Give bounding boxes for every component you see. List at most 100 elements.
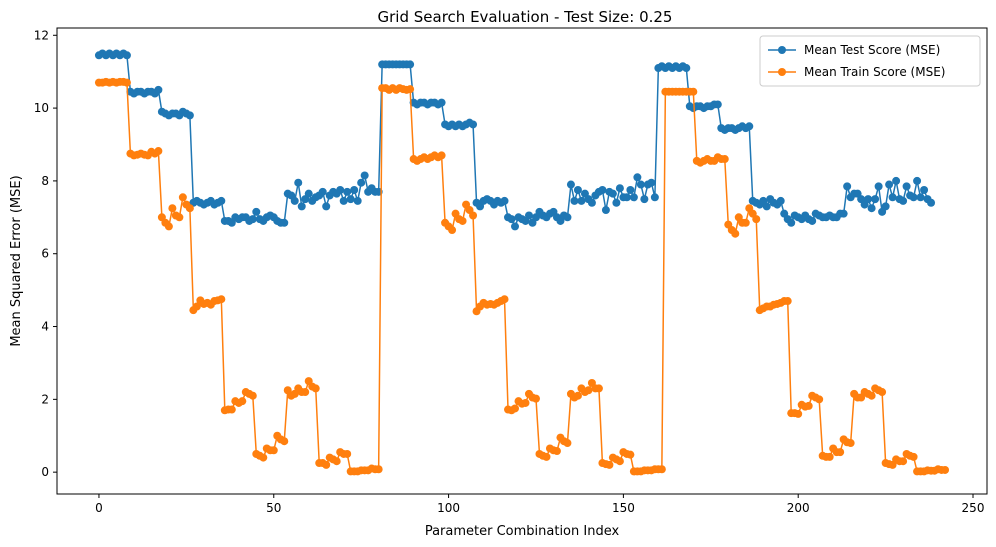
data-point (689, 87, 698, 96)
x-tick-label: 100 (437, 501, 460, 515)
data-point (252, 207, 261, 216)
data-point (406, 85, 415, 94)
data-point (899, 196, 908, 205)
data-point (815, 395, 824, 404)
y-axis: 0 2 4 6 8 10 12 (34, 28, 57, 479)
y-tick-label: 2 (41, 392, 49, 406)
x-axis-label: Parameter Combination Index (425, 524, 620, 539)
data-point (122, 51, 131, 60)
data-point (357, 178, 366, 187)
data-point (626, 450, 635, 459)
data-point (622, 193, 631, 202)
data-point (941, 465, 950, 474)
data-point (290, 196, 299, 205)
data-point (304, 189, 313, 198)
data-point (353, 196, 362, 205)
data-point (542, 452, 551, 461)
series-mean-test-score (94, 49, 936, 231)
data-point (437, 98, 446, 107)
data-point (154, 147, 163, 156)
data-point (248, 391, 257, 400)
data-point (175, 213, 184, 222)
data-point (343, 449, 352, 458)
data-point (598, 186, 607, 195)
data-point (343, 187, 352, 196)
data-point (584, 386, 593, 395)
data-point (612, 198, 621, 207)
series-mean-train-score (94, 77, 950, 476)
legend-marker (778, 46, 786, 54)
data-point (350, 186, 359, 195)
data-point (713, 100, 722, 109)
data-point (318, 187, 327, 196)
y-tick-label: 6 (41, 247, 49, 261)
data-point (615, 457, 624, 466)
data-point (577, 196, 586, 205)
y-axis-label: Mean Squared Error (MSE) (9, 175, 24, 346)
data-point (294, 178, 303, 187)
data-point (458, 216, 467, 225)
data-point (511, 404, 520, 413)
data-point (881, 202, 890, 211)
data-point (192, 302, 201, 311)
data-point (902, 182, 911, 191)
data-point (563, 439, 572, 448)
y-tick-label: 12 (34, 28, 49, 42)
data-point (605, 460, 614, 469)
data-point (762, 202, 771, 211)
data-point (332, 457, 341, 466)
data-point (657, 465, 666, 474)
data-point (626, 186, 635, 195)
data-point (178, 193, 187, 202)
data-point (570, 196, 579, 205)
data-point (524, 211, 533, 220)
data-point (500, 196, 509, 205)
data-point (720, 155, 729, 164)
data-point (469, 211, 478, 220)
data-point (500, 295, 509, 304)
data-point (647, 178, 656, 187)
data-point (825, 452, 834, 461)
data-point (154, 85, 163, 94)
data-point (920, 186, 929, 195)
data-point (864, 195, 873, 204)
legend-box (759, 35, 981, 87)
data-point (892, 176, 901, 185)
x-tick-label: 200 (787, 501, 810, 515)
data-point (650, 193, 659, 202)
data-point (871, 195, 880, 204)
data-point (217, 295, 226, 304)
data-point (636, 180, 645, 189)
data-point (280, 437, 289, 446)
data-point (783, 297, 792, 306)
data-point (741, 218, 750, 227)
data-point (185, 204, 194, 213)
data-point (731, 229, 740, 238)
data-point (521, 398, 530, 407)
data-point (927, 198, 936, 207)
data-point (448, 226, 457, 235)
x-tick-label: 50 (266, 501, 281, 515)
data-point (804, 401, 813, 410)
data-point (794, 409, 803, 418)
y-tick-label: 4 (41, 320, 49, 334)
data-point (629, 193, 638, 202)
data-point (566, 180, 575, 189)
legend-label: Mean Test Score (MSE) (804, 43, 940, 57)
data-point (238, 397, 247, 406)
data-point (776, 196, 785, 205)
data-point (227, 405, 236, 414)
data-point (469, 120, 478, 129)
data-point (339, 196, 348, 205)
data-point (301, 388, 310, 397)
data-point (552, 447, 561, 456)
data-point (608, 189, 617, 198)
data-point (511, 222, 520, 231)
legend-marker (778, 68, 786, 76)
data-point (839, 209, 848, 218)
data-point (311, 384, 320, 393)
data-point (867, 391, 876, 400)
data-point (885, 180, 894, 189)
data-point (888, 193, 897, 202)
